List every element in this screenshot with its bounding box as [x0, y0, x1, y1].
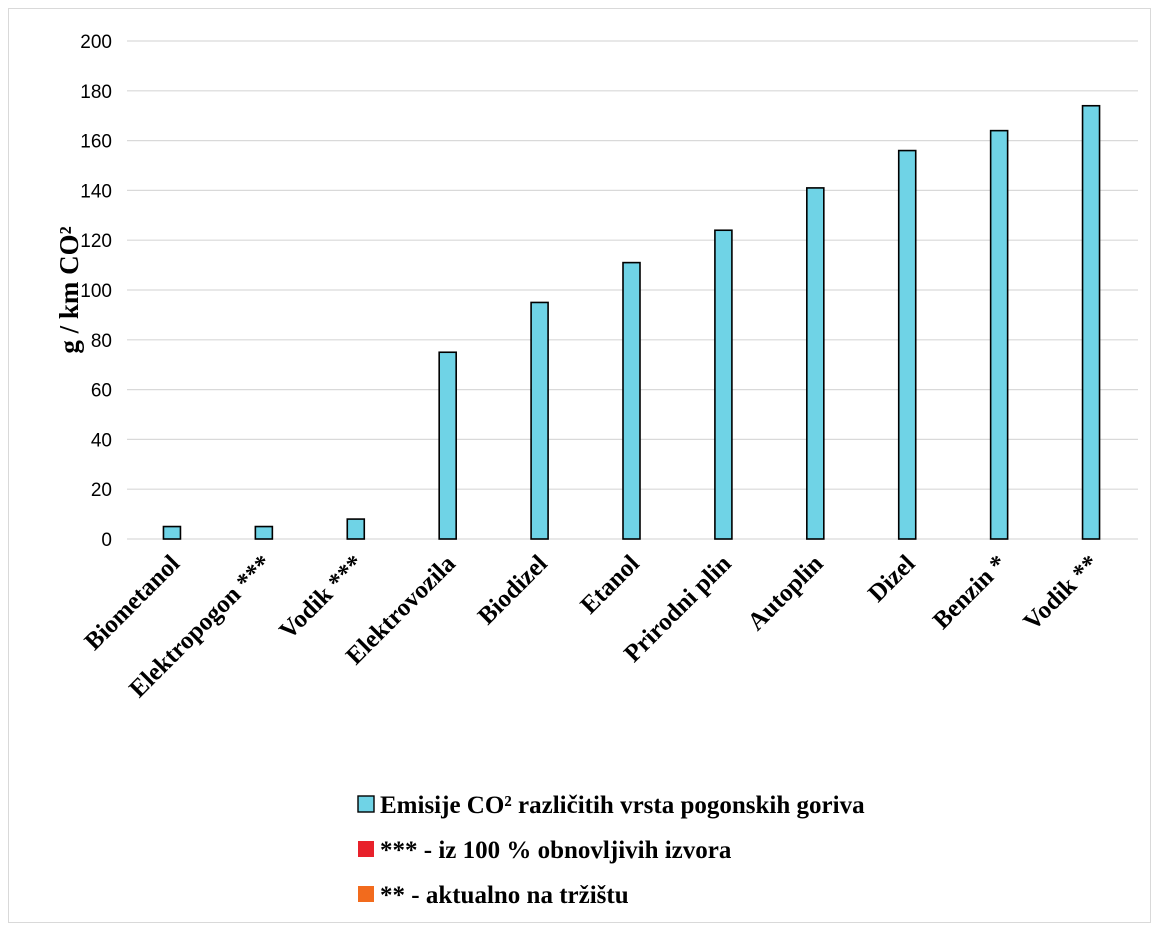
bar-autoplin: [806, 187, 825, 540]
x-tick-label: Benzin *: [928, 550, 1012, 634]
gridlines: [127, 40, 1138, 540]
bar-elektropogon: [254, 525, 274, 540]
legend: Emisije CO² različitih vrsta pogonskih g…: [357, 792, 865, 909]
bar-prirodni-plin: [714, 229, 733, 540]
legend-label: Emisije CO² različitih vrsta pogonskih g…: [380, 792, 865, 819]
y-tick-label: 140: [80, 181, 112, 202]
y-tick-label: 40: [91, 430, 112, 451]
legend-label: *** - iz 100 % obnovljivih izvora: [380, 837, 732, 864]
x-tick-label: Vodik **: [1019, 550, 1105, 636]
y-tick-label: 20: [91, 480, 112, 501]
x-tick-label: Autoplin: [743, 550, 829, 636]
y-tick-label: 180: [80, 82, 112, 103]
y-axis-label: g / km CO²: [54, 226, 84, 353]
y-tick-label: 100: [80, 281, 112, 302]
x-tick-label: Dizel: [863, 550, 920, 607]
legend-swatch: [358, 841, 374, 857]
bar-biodizel: [530, 301, 549, 540]
x-tick-label: Biodizel: [473, 550, 553, 630]
bar-dizel: [897, 149, 917, 540]
bar-vodik: [1081, 104, 1101, 540]
x-tick-label: Etanol: [576, 550, 645, 619]
y-tick-label: 0: [101, 530, 112, 551]
chart-frame: [8, 8, 1151, 923]
bar-etanol: [622, 261, 641, 540]
y-tick-label: 60: [91, 381, 112, 402]
y-tick-label: 160: [80, 132, 112, 153]
y-tick-label: 120: [80, 231, 112, 252]
bars: [162, 104, 1101, 540]
y-tick-label: 80: [91, 331, 112, 352]
legend-label: ** - aktualno na tržištu: [380, 882, 629, 909]
y-tick-labels: 0 20 40 60 80 100 120 140 160 180 200: [80, 32, 112, 551]
bar-biometanol: [162, 525, 182, 540]
legend-swatch: [358, 886, 374, 902]
x-tick-label: Vodik ***: [274, 550, 369, 645]
bar-elektrovozila: [438, 351, 457, 540]
bar-benzin: [989, 129, 1009, 540]
y-tick-label: 200: [80, 32, 112, 53]
bar-vodik: [346, 518, 366, 540]
legend-swatch: [357, 795, 375, 813]
